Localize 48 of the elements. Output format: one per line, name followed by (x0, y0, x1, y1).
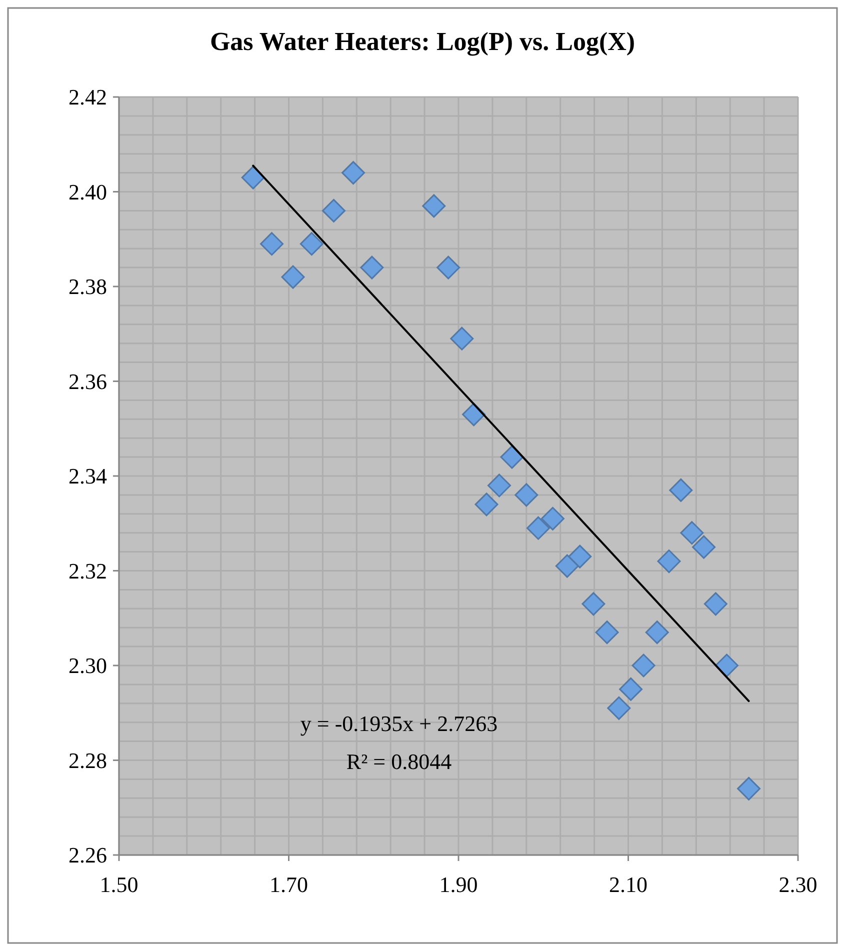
point (540, 506, 564, 530)
point (474, 492, 498, 516)
annotation: y = -0.1935x + 2.7263 (300, 711, 498, 736)
point (704, 592, 728, 616)
point (436, 256, 460, 280)
y-tick-label: 2.38 (68, 274, 107, 300)
point (568, 544, 592, 568)
point (680, 521, 704, 545)
point (657, 550, 681, 574)
x-tick-label: 1.70 (270, 872, 308, 897)
point (260, 232, 284, 256)
point (300, 232, 324, 256)
point (422, 194, 446, 218)
annotation: R² = 0.8044 (346, 749, 452, 774)
point (607, 696, 631, 720)
x-tick-label: 1.90 (439, 872, 478, 897)
y-tick-label: 2.34 (68, 464, 107, 489)
point (514, 483, 538, 507)
y-tick-label: 2.36 (68, 368, 107, 394)
chart-title: Gas Water Heaters: Log(P) vs. Log(X) (210, 27, 636, 56)
point (526, 516, 550, 540)
y-tick-label: 2.32 (68, 558, 107, 584)
x-tick-label: 1.50 (100, 872, 138, 897)
y-tick-label: 2.40 (68, 179, 107, 204)
y-tick-label: 2.42 (68, 84, 107, 110)
point (500, 445, 524, 469)
point (555, 554, 579, 578)
point (692, 535, 716, 559)
point (241, 166, 265, 190)
point (487, 474, 511, 498)
point (342, 161, 366, 185)
point (632, 654, 656, 678)
point (714, 654, 738, 678)
point (281, 265, 305, 289)
point (669, 478, 693, 502)
y-tick-label: 2.26 (68, 842, 107, 868)
point (595, 620, 619, 644)
point (619, 677, 643, 701)
point (582, 592, 606, 616)
x-tick-label: 2.30 (778, 872, 818, 897)
y-tick-label: 2.28 (68, 748, 107, 773)
point (322, 198, 346, 222)
point (360, 256, 384, 280)
point (645, 620, 669, 644)
point (737, 776, 761, 800)
y-tick-label: 2.30 (68, 653, 107, 678)
x-tick-label: 2.10 (609, 872, 648, 897)
point (450, 326, 474, 350)
